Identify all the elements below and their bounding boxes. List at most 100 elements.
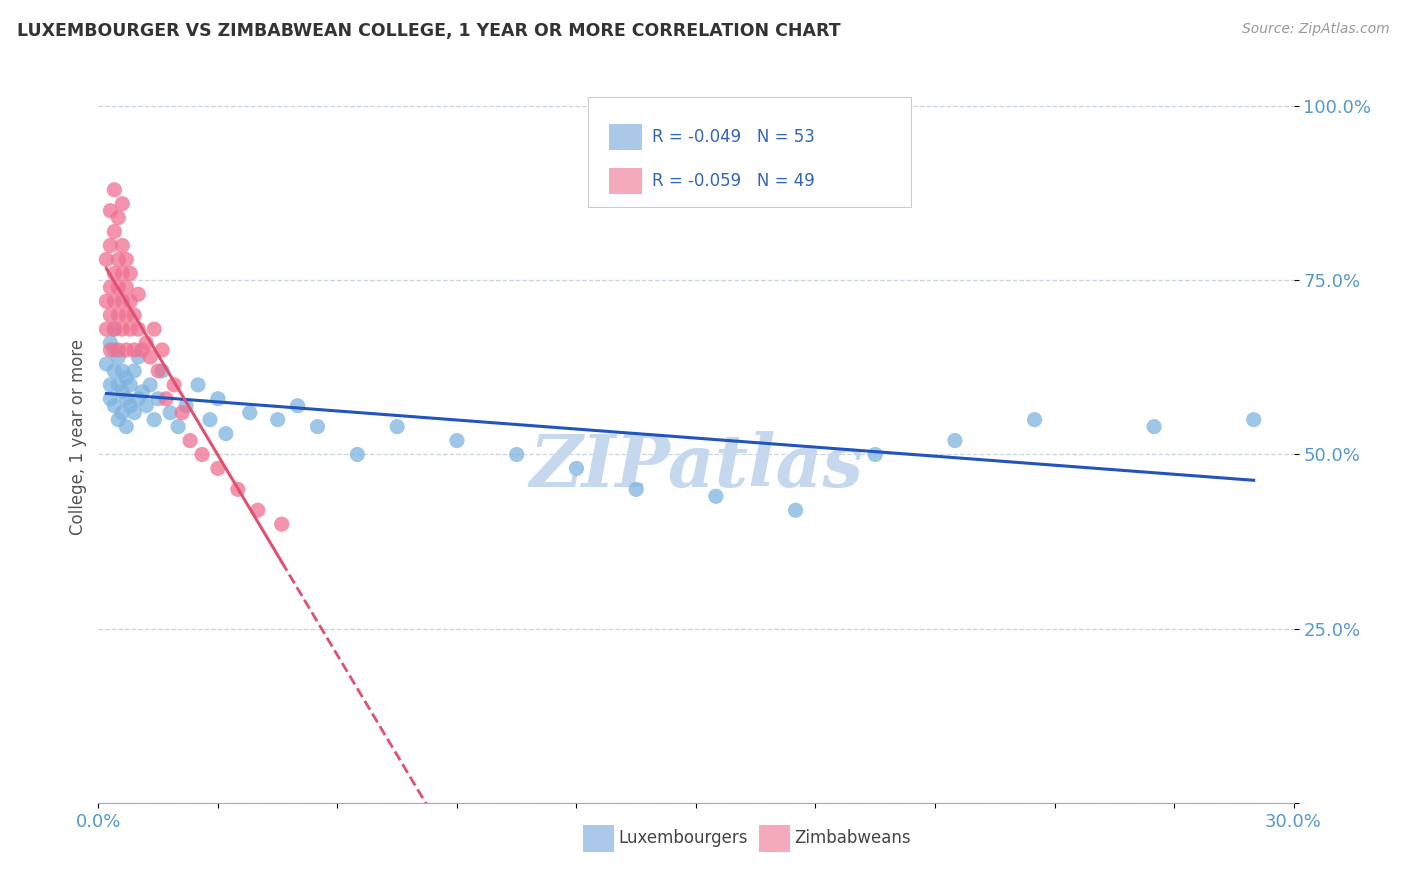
Point	[127, 322, 149, 336]
Y-axis label: College, 1 year or more: College, 1 year or more	[69, 339, 87, 535]
Point	[179, 434, 201, 448]
Point	[124, 364, 146, 378]
Point	[187, 377, 209, 392]
Point	[943, 434, 966, 448]
Point	[135, 399, 157, 413]
Text: R = -0.059   N = 49: R = -0.059 N = 49	[652, 172, 814, 190]
Point	[207, 392, 229, 406]
Point	[148, 392, 170, 406]
Point	[270, 517, 292, 532]
Point	[98, 377, 122, 392]
Point	[98, 343, 122, 357]
Point	[174, 399, 197, 413]
Point	[565, 461, 588, 475]
Point	[98, 392, 122, 406]
Point	[115, 392, 138, 406]
Point	[107, 280, 129, 294]
Text: Zimbabweans: Zimbabweans	[794, 830, 911, 847]
Text: Luxembourgers: Luxembourgers	[619, 830, 748, 847]
Bar	[609, 168, 643, 194]
Point	[98, 336, 122, 351]
Point	[163, 377, 186, 392]
Point	[96, 322, 118, 336]
Point	[287, 399, 309, 413]
Point	[107, 377, 129, 392]
Point	[131, 384, 153, 399]
Point	[704, 489, 727, 503]
Point	[98, 238, 122, 252]
Point	[103, 266, 125, 280]
Point	[127, 350, 149, 364]
Point	[107, 350, 129, 364]
Point	[1243, 412, 1265, 426]
Point	[111, 294, 134, 309]
Point	[96, 252, 118, 267]
Point	[198, 412, 221, 426]
Point	[98, 308, 122, 322]
Text: LUXEMBOURGER VS ZIMBABWEAN COLLEGE, 1 YEAR OR MORE CORRELATION CHART: LUXEMBOURGER VS ZIMBABWEAN COLLEGE, 1 YE…	[17, 22, 841, 40]
Point	[626, 483, 648, 497]
Point	[124, 343, 146, 357]
Point	[239, 406, 262, 420]
Point	[120, 266, 142, 280]
Point	[207, 461, 229, 475]
Point	[785, 503, 807, 517]
Point	[446, 434, 468, 448]
Point	[103, 343, 125, 357]
Point	[111, 384, 134, 399]
Point	[131, 343, 153, 357]
Point	[103, 225, 125, 239]
Point	[1024, 412, 1046, 426]
Point	[115, 280, 138, 294]
Point	[172, 406, 194, 420]
Point	[107, 343, 129, 357]
Point	[267, 412, 290, 426]
Point	[385, 419, 409, 434]
Point	[120, 322, 142, 336]
Point	[124, 406, 146, 420]
Point	[103, 322, 125, 336]
Point	[143, 322, 166, 336]
Point	[103, 364, 125, 378]
Point	[107, 211, 129, 225]
Point	[139, 350, 162, 364]
Point	[115, 343, 138, 357]
Point	[120, 377, 142, 392]
Point	[865, 448, 887, 462]
Point	[191, 448, 214, 462]
Text: Source: ZipAtlas.com: Source: ZipAtlas.com	[1241, 22, 1389, 37]
Point	[115, 308, 138, 322]
Point	[107, 308, 129, 322]
Point	[111, 238, 134, 252]
Bar	[609, 124, 643, 151]
Point	[96, 357, 118, 371]
Point	[155, 392, 177, 406]
Point	[111, 406, 134, 420]
Point	[127, 392, 149, 406]
Point	[111, 322, 134, 336]
Point	[103, 322, 125, 336]
Point	[120, 399, 142, 413]
Point	[226, 483, 249, 497]
Point	[135, 336, 157, 351]
Point	[96, 294, 118, 309]
Point	[111, 364, 134, 378]
FancyBboxPatch shape	[589, 97, 911, 207]
Point	[506, 448, 529, 462]
Point	[246, 503, 269, 517]
Point	[159, 406, 181, 420]
Point	[346, 448, 368, 462]
Point	[215, 426, 238, 441]
Point	[167, 419, 190, 434]
Point	[107, 412, 129, 426]
Point	[103, 294, 125, 309]
Text: ZIPatlas: ZIPatlas	[529, 431, 863, 502]
Point	[307, 419, 329, 434]
Point	[98, 203, 122, 218]
Text: R = -0.049   N = 53: R = -0.049 N = 53	[652, 128, 814, 146]
Point	[115, 371, 138, 385]
Point	[139, 377, 162, 392]
Point	[150, 364, 173, 378]
Point	[127, 287, 149, 301]
Point	[150, 343, 173, 357]
